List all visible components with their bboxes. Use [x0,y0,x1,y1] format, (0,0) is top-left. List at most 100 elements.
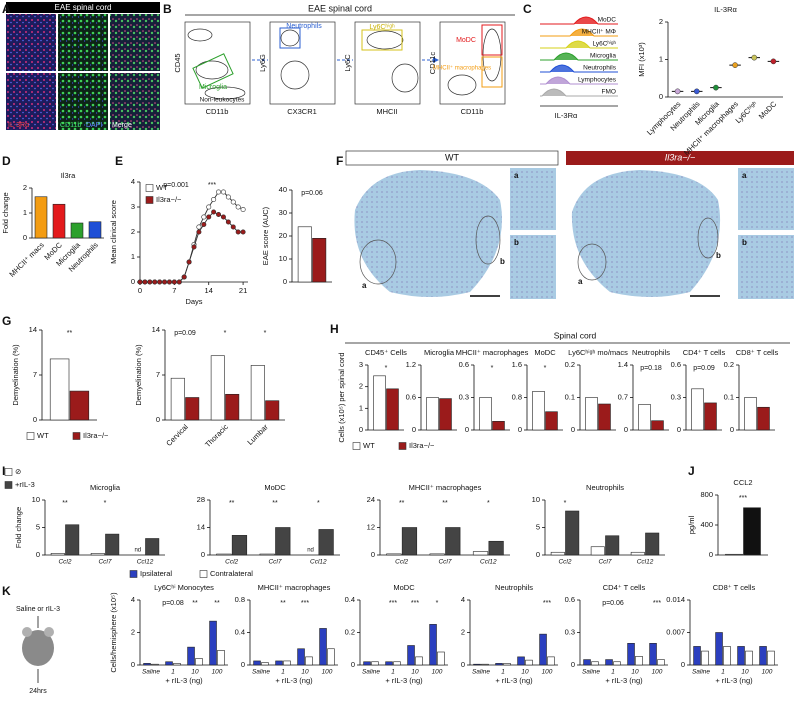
treatment-label: Saline or rIL-3 [16,606,60,613]
y-axis-label: MFI (x10³) [637,42,646,77]
bar [393,661,401,666]
chart-title: MoDC [393,583,415,592]
histogram [540,28,618,37]
contour [366,30,404,50]
x-tick-label: 100 [542,669,553,676]
bar [185,397,200,421]
bar [49,358,70,421]
point [162,279,168,285]
panel-header: Spinal cord [554,330,597,340]
population-label: Lymphocytes [578,77,617,84]
point [220,214,226,220]
panel-letter: K [2,584,11,598]
gate-label: Non-leukocytes [200,97,246,104]
y-tick-label: 0 [730,425,734,434]
x-tick-label: Ccl7 [268,559,281,566]
y-tick-label: 0 [283,277,287,286]
bar [429,553,445,556]
point [216,212,222,218]
x-tick-label: Ccl7 [98,559,111,566]
x-tick-label: 1 [611,669,615,676]
x-tick-label: 100 [432,669,443,676]
flow-axis: CX3CR1 [287,107,317,116]
bar [701,650,709,666]
flow-title: EAE spinal cord [308,3,372,13]
y-tick-label: 2 [23,183,27,192]
x-tick-label: 100 [762,669,773,676]
y-tick-label: 0.7 [618,392,628,401]
annotation: ** [280,600,286,607]
annotation: * [317,500,320,507]
bar [723,646,731,666]
bar [319,628,327,666]
legend-swatch [4,481,13,489]
y-tick-label: 0 [131,277,135,286]
group-header [345,150,559,166]
y-tick-label: 0 [461,660,465,669]
mouse-ear [22,627,32,637]
bar [429,624,437,666]
x-tick-label: Saline [362,669,380,676]
bar [550,551,565,556]
point [240,229,246,235]
y-axis-label: EAE score (AUC) [261,206,270,265]
annotation: ** [229,500,235,507]
x-tick-label: 1 [171,669,175,676]
annotation: p=0.06 [301,190,323,197]
bar [151,663,159,666]
x-tick-label: MHCII⁺ macs [7,240,46,279]
y-tick-label: 7 [33,370,37,379]
bar [90,553,105,556]
mouse-icon [22,630,54,666]
point [220,189,226,195]
x-tick-label: 10 [741,669,749,676]
y-tick-label: 14 [152,325,160,334]
inset-label: a [514,171,519,180]
bar [590,546,605,556]
annotation: p=0.08 [162,600,184,607]
annotation: * [224,330,227,337]
legend-swatch [145,184,154,192]
chart-title: CD8⁺ T cells [713,583,756,592]
x-axis-label: + rIL-3 (ng) [275,676,313,685]
bar [585,397,598,431]
bar [757,406,770,431]
bar [143,663,151,666]
legend-label: Il3ra−/− [409,441,435,450]
y-tick-label: 0 [465,425,469,434]
y-tick-label: 1 [131,252,135,261]
chart-title: MoDC [534,348,556,357]
population-label: MHCII⁺ MΦ [582,29,616,36]
chart-title: CD4⁺ T cells [603,583,646,592]
x-tick-label: Ccl2 [558,559,571,566]
y-tick-label: 0.8 [512,392,522,401]
bar [547,656,555,666]
population-label: FMO [602,89,616,96]
bar [693,646,701,666]
legend-label: +rIL-3 [15,480,35,489]
contour [280,60,310,90]
bar [445,527,461,556]
flow-axis: Ly6C [343,54,352,72]
tissue-section [571,170,721,297]
point [176,279,182,285]
bar [327,648,335,666]
chart-title: MHCII⁺ macrophages [258,583,331,592]
bar [250,365,265,421]
y-axis-label: Cells/hemisphere (x10⁵) [109,592,118,673]
bar [297,226,312,283]
y-tick-label: 0 [518,425,522,434]
bar [767,650,775,666]
bar [605,659,613,666]
x-tick-label: Saline [472,669,490,676]
flow-plot [354,21,421,105]
point [225,194,231,200]
x-tick-label: 100 [652,669,663,676]
bar [645,532,660,556]
region-outline [697,217,719,259]
marker-label: CD11b [60,122,81,129]
bar [225,393,240,421]
y-tick-label: 0 [624,425,628,434]
x-tick-label: 7 [172,286,176,295]
gate-label: MHCII⁺ macrophages [433,65,491,72]
